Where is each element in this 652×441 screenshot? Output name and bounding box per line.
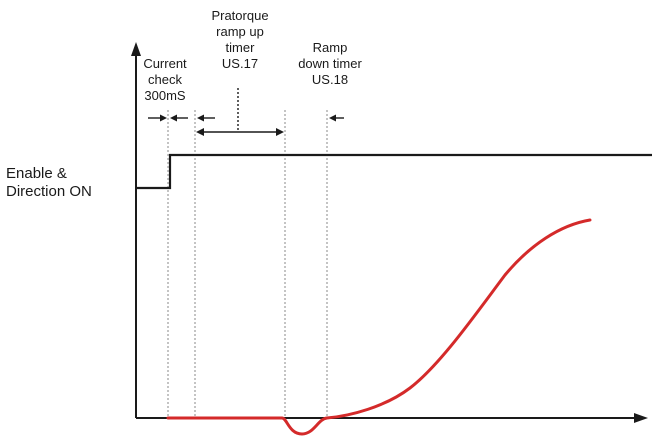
y-axis-arrow-icon xyxy=(131,42,141,56)
arrowhead-icon xyxy=(196,128,204,136)
x-axis-arrow-icon xyxy=(634,413,648,423)
ramp-down-line-2: down timer xyxy=(298,56,362,71)
label-ramp-down: Ramp down timer US.18 xyxy=(298,40,362,87)
pretorque-line-2: ramp up xyxy=(216,24,264,39)
current-check-line-2: check xyxy=(148,72,182,87)
dimension-arrows xyxy=(148,88,344,136)
current-check-line-1: Current xyxy=(143,56,187,71)
pretorque-line-4: US.17 xyxy=(222,56,258,71)
pretorque-line-1: Pratorque xyxy=(211,8,268,23)
arrowhead-icon xyxy=(197,114,204,122)
ramp-down-line-3: US.18 xyxy=(312,72,348,87)
ramp-down-line-1: Ramp xyxy=(313,40,348,55)
label-pretorque: Pratorque ramp up timer US.17 xyxy=(211,8,268,71)
pretorque-line-3: timer xyxy=(226,40,256,55)
axes xyxy=(131,42,648,423)
arrowhead-icon xyxy=(329,114,336,122)
enable-direction-signal xyxy=(136,153,652,190)
torque-response-curve xyxy=(166,218,592,436)
time-markers xyxy=(167,110,328,418)
label-current-check: Current check 300mS xyxy=(143,56,187,103)
label-enable-direction: Enable & Direction ON xyxy=(6,165,92,200)
arrowhead-icon xyxy=(170,114,177,122)
arrowhead-icon xyxy=(160,114,167,122)
enable-direction-line-2: Direction ON xyxy=(6,183,92,200)
arrowhead-icon xyxy=(276,128,284,136)
enable-direction-line-1: Enable & xyxy=(6,165,67,182)
current-check-line-3: 300mS xyxy=(144,88,186,103)
